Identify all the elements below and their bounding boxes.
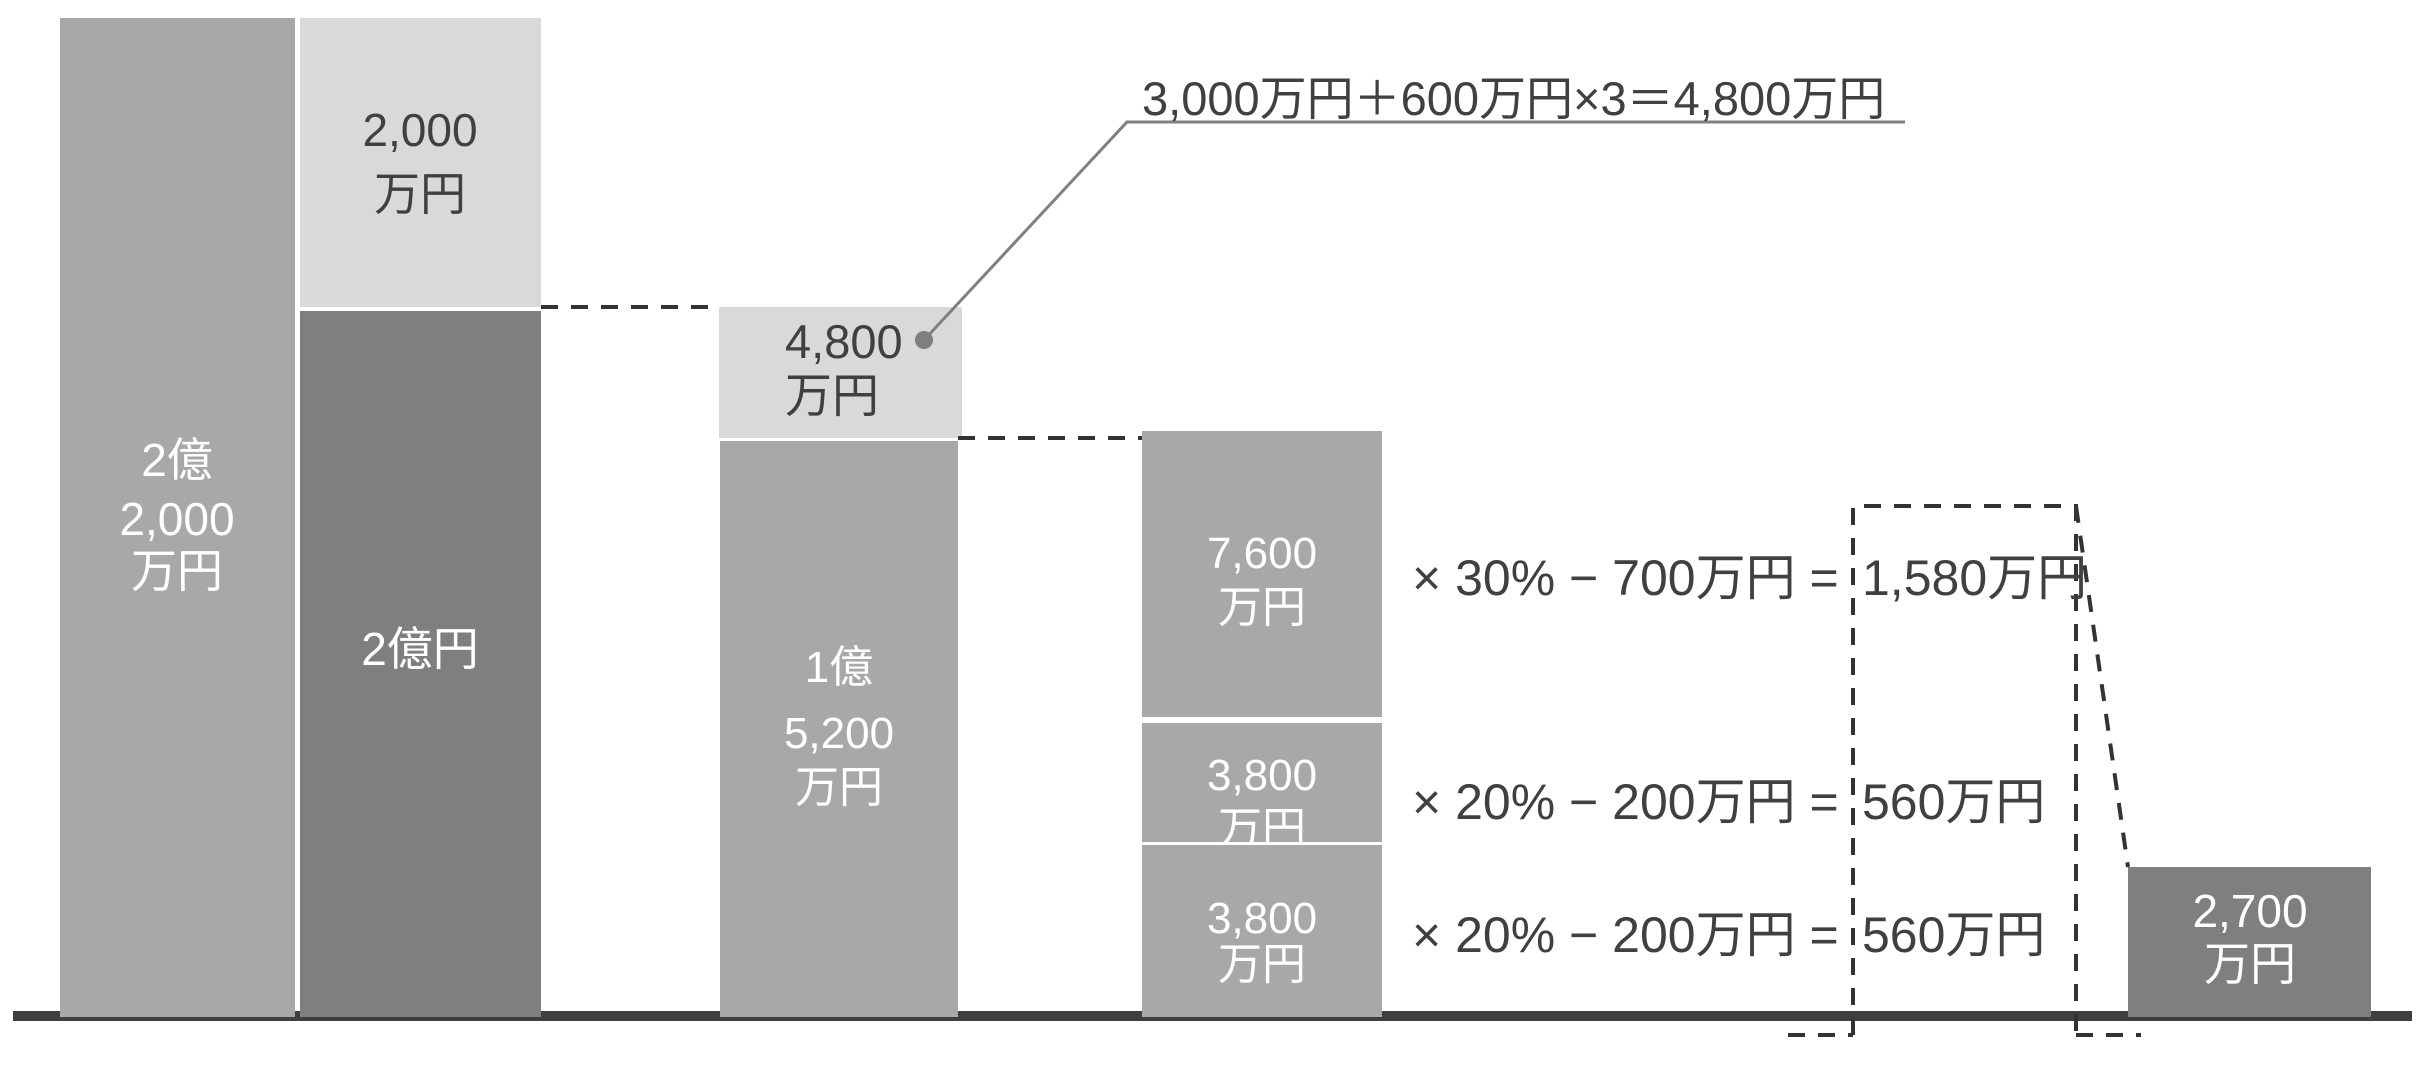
svg-text:2,700: 2,700 [2192,885,2307,937]
svg-text:1億: 1億 [805,643,873,692]
svg-text:万円: 万円 [795,763,883,812]
svg-text:2億: 2億 [141,434,213,486]
svg-text:万円: 万円 [2204,938,2296,990]
svg-text:4,800: 4,800 [785,315,903,368]
svg-text:万円: 万円 [785,369,879,422]
svg-text:× 30% − 700万円 =: × 30% − 700万円 = [1412,550,1839,606]
svg-text:5,200: 5,200 [784,709,894,758]
svg-text:× 20% − 200万円 =: × 20% − 200万円 = [1412,907,1839,963]
svg-text:3,800: 3,800 [1207,894,1317,943]
svg-text:560万円: 560万円 [1862,907,2045,963]
svg-text:560万円: 560万円 [1862,774,2045,830]
svg-text:万円: 万円 [1218,940,1306,989]
svg-text:× 20% − 200万円 =: × 20% − 200万円 = [1412,774,1839,830]
svg-text:万円: 万円 [374,168,466,220]
svg-text:2,000: 2,000 [362,104,477,156]
svg-text:1,580万円: 1,580万円 [1862,550,2087,606]
svg-text:2億円: 2億円 [361,623,479,675]
svg-text:3,000万円＋600万円×3＝4,800万円: 3,000万円＋600万円×3＝4,800万円 [1142,72,1885,125]
svg-text:7,600: 7,600 [1207,529,1317,578]
svg-text:万円: 万円 [1218,583,1306,632]
svg-text:万円: 万円 [131,545,223,597]
svg-text:2,000: 2,000 [119,493,234,545]
svg-text:3,800: 3,800 [1207,751,1317,800]
